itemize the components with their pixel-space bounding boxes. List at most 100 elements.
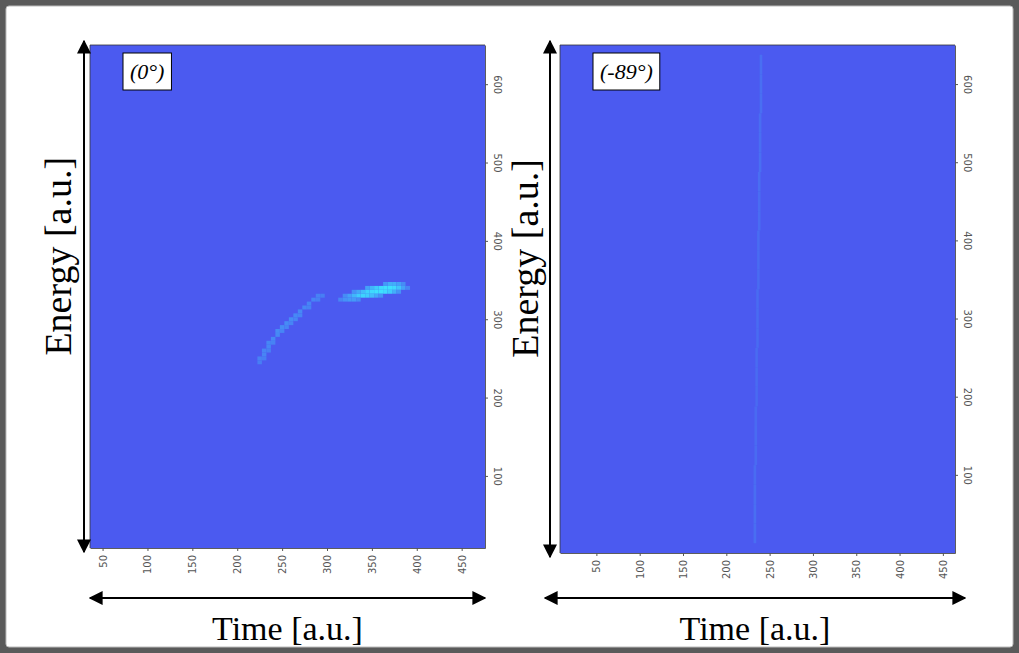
tick: 500 [485,153,503,172]
heat-cell [757,270,760,290]
tick: 200 [232,548,243,574]
cells [754,55,763,543]
heat-cell [266,349,270,353]
heat-cell [365,290,369,294]
tick: 50 [591,553,602,573]
cells [257,282,410,364]
heat-cell [388,282,392,286]
heat-cell [284,325,288,329]
tick-label: 500 [492,153,503,172]
heat-cell [293,313,297,317]
panel-title-box [123,53,171,90]
tick-mark [955,319,958,320]
tick-mark [462,548,463,551]
heat-cell [397,286,401,290]
heat-cell [320,294,324,298]
heat-cell [275,333,279,337]
heat-cell [754,446,757,466]
heat-cell [275,329,279,333]
heat-cell [392,290,396,294]
tick-label: 100 [492,467,503,486]
tick-label: 50 [98,555,109,568]
heat-cell [757,231,760,251]
heat-cell [365,294,369,298]
heat-cell [289,317,293,321]
heat-cell [401,286,405,290]
heat-cell [302,306,306,310]
tick: 250 [277,548,288,574]
tick-mark [683,553,684,556]
tick: 400 [955,231,973,250]
panel-title-box [593,53,660,90]
canvas: 50 100 150 200 250 300 350 400 450 100 200 300 400 50… [0,0,1019,653]
heat-cell [338,298,342,302]
heat-cell [756,309,759,329]
axis-line [955,46,956,554]
heat-cell [361,294,365,298]
panel: 5010015020025030035040045010020030040050… [37,41,503,647]
heat-cell [756,289,759,309]
tick: 300 [808,553,819,579]
heat-cell [352,290,356,294]
tick-label: 200 [232,555,243,574]
heat-cell [757,250,760,270]
heat-cell [352,298,356,302]
heat-cell [356,298,360,302]
heat-cell [379,290,383,294]
heat-cell [383,282,387,286]
tick: 350 [851,553,862,579]
plot-background [90,45,485,548]
tick-mark [282,548,283,551]
heat-cell [316,294,320,298]
heat-cell [754,426,757,446]
y-axis-title: Energy [a.u.] [37,157,79,356]
heat-cell [379,294,383,298]
heat-cell [370,286,374,290]
heat-cell [755,348,758,368]
heat-cell [374,294,378,298]
heat-cell [370,294,374,298]
heat-cell [759,133,762,153]
tick-mark [900,553,901,556]
axis-line [91,548,486,549]
tick-label: 300 [962,309,973,328]
heat-cell [755,367,758,387]
heat-cell [352,294,356,298]
tick-mark [856,553,857,556]
tick: 450 [457,548,468,574]
tick: 400 [412,548,423,574]
tick-label: 150 [678,560,689,579]
heat-cell [755,387,758,407]
heat-cell [374,290,378,294]
tick-label: 500 [962,153,973,172]
tick-mark [955,397,958,398]
heat-cell [754,485,757,505]
tick-mark [192,548,193,551]
tick: 50 [98,548,109,568]
tick-mark [640,553,641,556]
heat-cell [280,329,284,333]
heat-cell [284,321,288,325]
tick-label: 400 [492,232,503,251]
tick: 200 [955,388,973,407]
tick-label: 400 [962,231,973,250]
tick: 200 [485,389,503,408]
tick: 100 [635,553,646,579]
heat-cell [754,524,757,544]
heat-cell [271,337,275,341]
heat-cell [316,298,320,302]
tick-label: 250 [765,560,776,579]
heat-cell [266,341,270,345]
heat-cell [293,317,297,321]
tick-mark [485,84,488,85]
heat-cell [262,353,266,357]
heat-cell [754,465,757,485]
heat-cell [361,290,365,294]
tick-label: 200 [962,388,973,407]
tick-mark [770,553,771,556]
panel-title: (0°) [123,53,171,90]
x-axis-title: Time [a.u.] [212,610,363,647]
heat-cell [307,306,311,310]
heat-cell [388,286,392,290]
heat-cell [257,356,261,360]
